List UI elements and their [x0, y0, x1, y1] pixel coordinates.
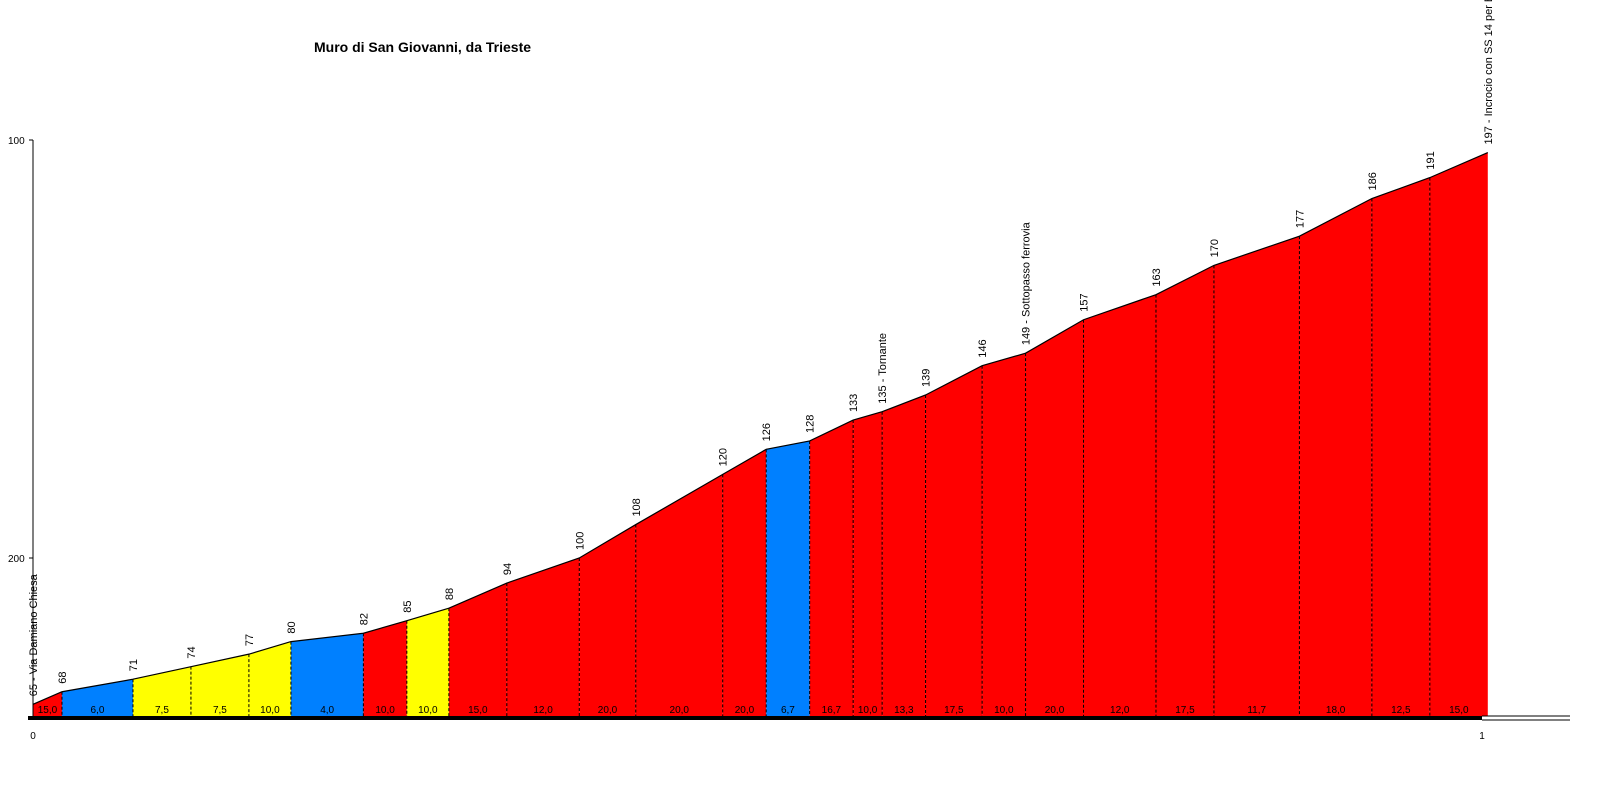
profile-segment — [406, 608, 449, 716]
segment-gradient-label: 10,0 — [858, 705, 878, 716]
elevation-label: 71 — [128, 659, 140, 671]
elevation-label: 74 — [186, 646, 198, 658]
profile-segment — [853, 411, 883, 716]
profile-segment — [1371, 177, 1430, 716]
elevation-label: 82 — [358, 613, 370, 625]
profile-segment — [722, 449, 767, 716]
segment-gradient-label: 10,0 — [375, 705, 395, 716]
profile-segment — [1083, 294, 1156, 716]
profile-segment — [1299, 198, 1372, 716]
x-tick-label: 0 — [30, 731, 36, 742]
elevation-label: 186 — [1367, 172, 1379, 190]
elevation-label: 139 — [921, 369, 933, 387]
segment-gradient-label: 20,0 — [598, 705, 618, 716]
profile-segment — [982, 353, 1026, 716]
profile-segment — [579, 524, 636, 716]
elevation-label: 170 — [1209, 239, 1221, 257]
y-tick-label: 100 — [8, 136, 25, 147]
elevation-label: 146 — [977, 339, 989, 357]
profile-segment — [33, 691, 62, 716]
segment-gradient-label: 20,0 — [735, 705, 755, 716]
elevation-label: 157 — [1079, 293, 1091, 311]
segment-gradient-label: 12,0 — [533, 705, 553, 716]
profile-segment — [1155, 265, 1214, 716]
segment-gradient-label: 11,7 — [1247, 705, 1266, 716]
segment-gradient-label: 16,7 — [822, 705, 842, 716]
profile-segment — [1213, 236, 1300, 716]
profile-segment — [1429, 152, 1488, 717]
segment-gradient-label: 15,0 — [468, 705, 488, 716]
profile-segment — [766, 440, 810, 716]
profile-segment — [290, 633, 364, 716]
profile-segment — [448, 583, 507, 716]
profile-segment — [1025, 319, 1084, 716]
elevation-label: 88 — [444, 588, 456, 600]
elevation-label: 85 — [402, 600, 414, 612]
profile-segment — [925, 365, 983, 716]
elevation-label: 100 — [574, 532, 586, 550]
segment-gradient-label: 6,0 — [91, 705, 105, 716]
elevation-label: 197 - Incrocio con SS 14 per B — [1483, 0, 1495, 145]
elevation-label: 108 — [631, 498, 643, 516]
distance-bar — [28, 716, 1482, 720]
segment-gradient-label: 12,5 — [1391, 705, 1411, 716]
chart-title: Muro di San Giovanni, da Trieste — [314, 39, 532, 55]
elevation-label: 191 — [1425, 151, 1437, 169]
elevation-label: 80 — [286, 621, 298, 633]
profile-segment — [190, 654, 249, 716]
elevation-label: 77 — [244, 634, 256, 646]
elevation-label: 135 - Tornante — [877, 333, 889, 404]
segment-gradient-label: 7,5 — [213, 705, 227, 716]
elevation-label: 68 — [57, 672, 69, 684]
profile-segment — [248, 641, 291, 716]
segment-gradient-label: 12,0 — [1110, 705, 1130, 716]
profile-segment — [809, 420, 854, 716]
segment-gradient-label: 10,0 — [418, 705, 438, 716]
segment-gradient-label: 10,0 — [994, 705, 1014, 716]
profile-segment — [363, 620, 407, 716]
profile-segment — [882, 394, 926, 716]
profile-segment — [61, 679, 133, 716]
segment-gradient-label: 18,0 — [1326, 705, 1346, 716]
segment-gradient-label: 17,5 — [1175, 705, 1195, 716]
elevation-label: 163 — [1151, 268, 1163, 286]
segment-gradient-label: 15,0 — [38, 705, 58, 716]
segment-gradient-label: 7,5 — [155, 705, 169, 716]
segment-gradient-label: 10,0 — [260, 705, 280, 716]
y-tick-label: 200 — [8, 554, 25, 565]
segment-gradient-label: 6,7 — [781, 705, 795, 716]
elevation-label: 120 — [718, 448, 730, 466]
segment-gradient-label: 17,5 — [944, 705, 964, 716]
segment-gradient-label: 20,0 — [1045, 705, 1065, 716]
elevation-label: 149 - Sottopasso ferrovia — [1021, 221, 1033, 345]
profile-segment — [506, 558, 580, 716]
elevation-label: 65 - Via Damiano Chiesa — [28, 573, 40, 696]
profile-segment — [132, 666, 191, 716]
elevation-label: 128 — [805, 415, 817, 433]
segment-gradient-label: 15,0 — [1449, 705, 1469, 716]
profile-segment — [635, 474, 723, 716]
x-tick-label: 1 — [1479, 731, 1485, 742]
segment-gradient-label: 13,3 — [894, 705, 914, 716]
elevation-label: 133 — [848, 394, 860, 412]
elevation-label: 177 — [1294, 210, 1306, 228]
elevation-label: 94 — [502, 563, 514, 575]
segment-gradient-label: 20,0 — [670, 705, 690, 716]
elevation-label: 126 — [761, 423, 773, 441]
segment-gradient-label: 4,0 — [320, 705, 334, 716]
